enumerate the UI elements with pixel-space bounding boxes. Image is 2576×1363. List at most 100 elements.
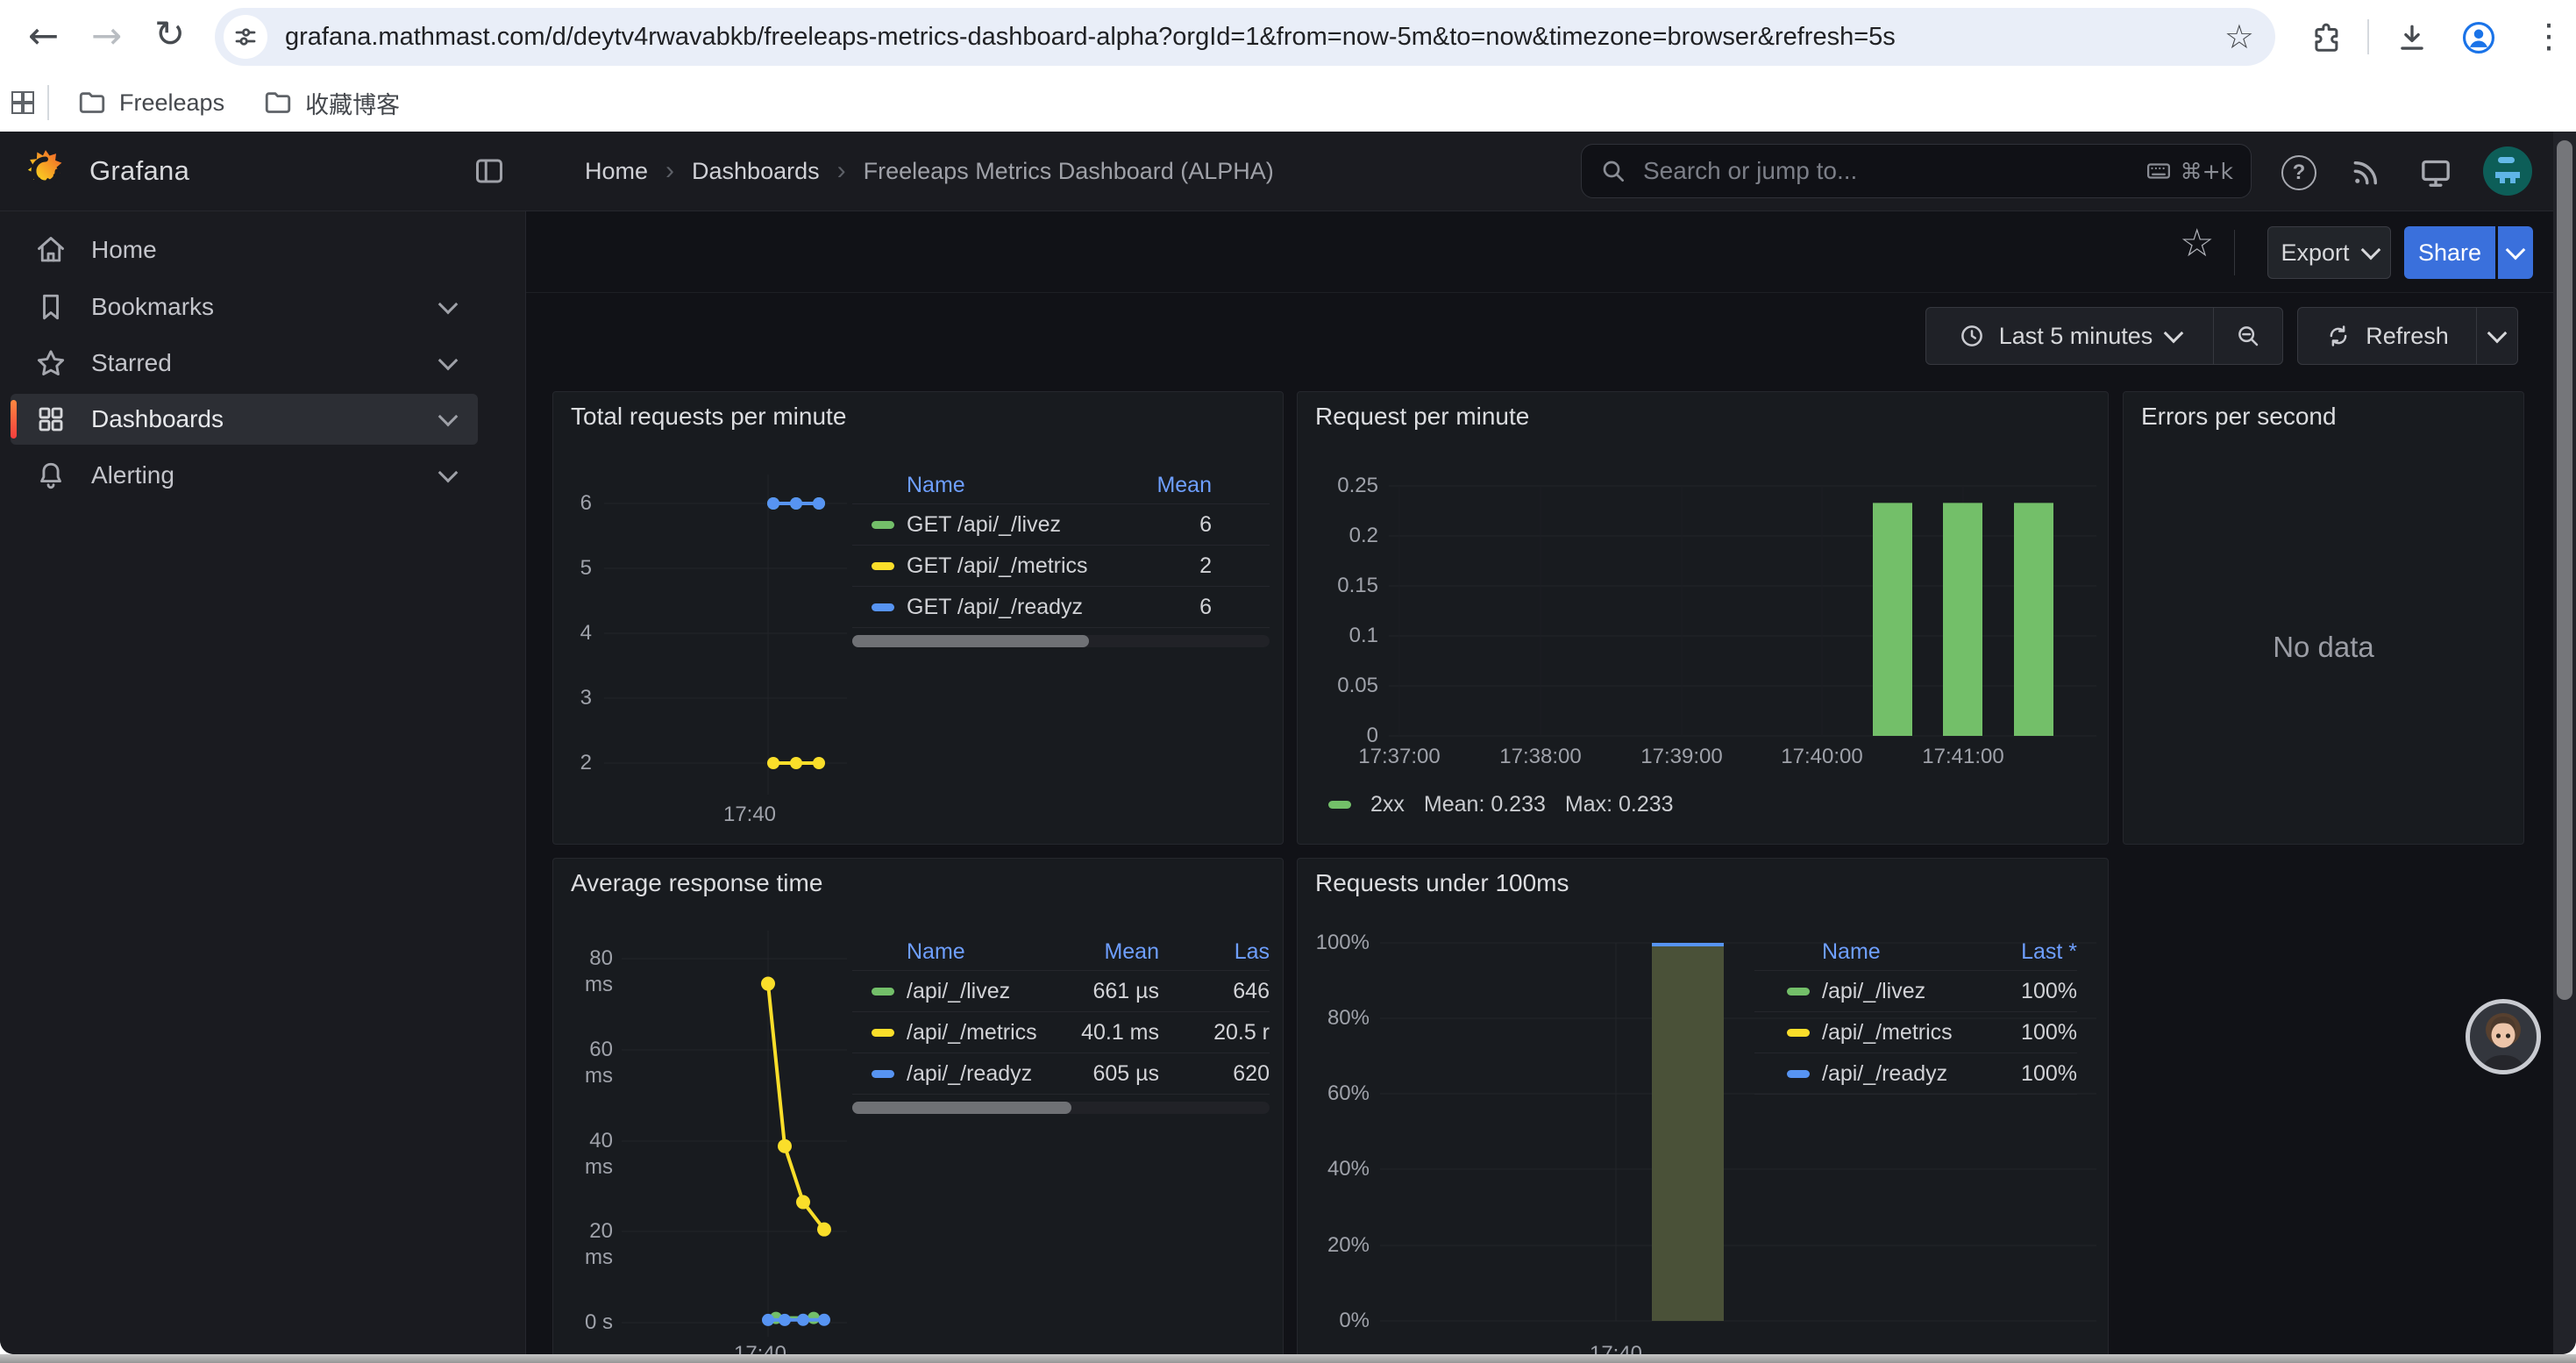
legend-scrollbar[interactable]	[852, 635, 1270, 647]
favorite-dashboard-star-icon[interactable]: ☆	[2180, 221, 2215, 266]
panel-request-per-minute[interactable]: Request per minute 0.25 0.2 0.15 0.1 0.05 0 17…	[1297, 391, 2109, 845]
legend[interactable]: 2xx Mean: 0.233 Max: 0.233	[1328, 792, 1674, 817]
zoom-out-icon	[2238, 326, 2259, 346]
forward-icon[interactable]: →	[91, 14, 123, 57]
share-button[interactable]: Share	[2404, 226, 2495, 279]
time-range-picker[interactable]: Last 5 minutes	[1926, 308, 2213, 364]
chevron-down-icon	[2360, 239, 2380, 260]
refresh-interval-button[interactable]	[2477, 308, 2517, 364]
browser-menu-icon[interactable]: ⋮	[2532, 17, 2565, 55]
series-color-swatch	[872, 1028, 894, 1037]
sidebar-item-alerting[interactable]: Alerting	[11, 450, 478, 501]
panel-title[interactable]: Total requests per minute	[571, 403, 847, 430]
legend-item[interactable]: GET /api/_/livez 6	[852, 504, 1270, 546]
legend-scrollbar[interactable]	[852, 1102, 1270, 1114]
news-rss-icon[interactable]	[2350, 155, 2385, 190]
y-axis-tick-label: 0	[1366, 724, 1378, 747]
assistant-avatar[interactable]	[2465, 998, 2542, 1075]
page-scrollbar[interactable]	[2553, 132, 2576, 1354]
sidebar-item-bookmarks[interactable]: Bookmarks	[11, 282, 478, 332]
legend-item[interactable]: /api/_/readyz 100%	[1754, 1053, 2077, 1095]
legend-value: 100%	[2021, 978, 2077, 1003]
legend-item[interactable]: /api/_/readyz 605 µs 620	[852, 1053, 1270, 1095]
x-axis-tick-label: 17:40	[733, 1342, 787, 1354]
extensions-icon[interactable]	[2309, 21, 2343, 59]
legend-item[interactable]: /api/_/metrics 40.1 ms 20.5 r	[852, 1012, 1270, 1053]
sidebar: Home Bookmarks Starred	[0, 211, 525, 1354]
chevron-down-icon[interactable]	[438, 294, 459, 315]
dock-menu-icon[interactable]	[473, 155, 505, 187]
sidebar-item-dashboards[interactable]: Dashboards	[11, 394, 478, 445]
profile-icon[interactable]	[2460, 19, 2497, 61]
y-axis-tick-label: 20 ms	[585, 1219, 613, 1269]
refresh-icon	[2330, 325, 2347, 346]
zoom-out-button[interactable]	[2214, 308, 2282, 364]
panel-errors-per-second[interactable]: Errors per second No data	[2123, 391, 2524, 845]
chevron-down-icon	[2163, 323, 2184, 344]
actions-divider	[2234, 230, 2235, 275]
page-scrollbar-thumb[interactable]	[2557, 140, 2572, 1000]
legend-value: 20.5 r	[1213, 1019, 1270, 1045]
breadcrumb-current: Freeleaps Metrics Dashboard (ALPHA)	[863, 157, 1274, 184]
legend-item[interactable]: /api/_/livez 661 µs 646	[852, 971, 1270, 1012]
panel-title[interactable]: Average response time	[571, 869, 823, 896]
url-text[interactable]: grafana.mathmast.com/d/deytv4rwavabkb/fr…	[285, 22, 1896, 51]
legend-item[interactable]: /api/_/livez 100%	[1754, 971, 2077, 1012]
grafana-brand[interactable]: Grafana	[89, 155, 190, 186]
breadcrumb-dashboards[interactable]: Dashboards	[692, 157, 820, 184]
bookmark-star-icon[interactable]: ☆	[2224, 18, 2254, 56]
panel-title[interactable]: Request per minute	[1315, 403, 1530, 430]
legend-value: 661 µs	[1092, 978, 1159, 1003]
y-axis-tick-label: 4	[580, 621, 592, 645]
share-menu-button[interactable]	[2498, 226, 2533, 279]
y-axis-tick-label: 0.15	[1337, 574, 1378, 597]
grafana-top-nav: Grafana Home › Dashboards › Freeleaps Me…	[0, 132, 2576, 211]
bookmark-folder-freeleaps[interactable]: Freeleaps	[77, 88, 224, 118]
search-box[interactable]: ⌘+k	[1581, 144, 2252, 198]
grafana-logo[interactable]	[23, 148, 68, 198]
address-bar[interactable]: grafana.mathmast.com/d/deytv4rwavabkb/fr…	[215, 8, 2275, 66]
chevron-down-icon[interactable]	[438, 462, 459, 483]
legend-item[interactable]: /api/_/metrics 100%	[1754, 1012, 2077, 1053]
time-controls: Last 5 minutes	[1925, 307, 2283, 365]
panel-total-requests-per-minute[interactable]: Total requests per minute 6 5 4 3 2 17:40 Name…	[552, 391, 1284, 845]
bookmark-folder-blogs[interactable]: 收藏博客	[263, 86, 400, 120]
bookmarks-divider	[47, 85, 49, 120]
legend-series-name: /api/_/livez	[872, 979, 1049, 1004]
series-color-swatch	[872, 520, 894, 529]
back-icon[interactable]: ←	[28, 14, 60, 57]
site-settings-icon[interactable]	[224, 15, 267, 59]
legend-stat: Max: 0.233	[1564, 792, 1674, 817]
panel-requests-under-100ms[interactable]: Requests under 100ms 100% 80% 60% 40% 20% 0% 1…	[1297, 858, 2109, 1354]
refresh-button[interactable]: Refresh	[2298, 308, 2476, 364]
y-axis-tick-label: 3	[580, 686, 592, 710]
y-axis-tick-label: 0 s	[584, 1310, 613, 1334]
chevron-down-icon[interactable]	[438, 350, 459, 371]
legend-item[interactable]: GET /api/_/readyz 6	[852, 587, 1270, 628]
sidebar-item-home[interactable]: Home	[11, 225, 478, 275]
legend-scrollbar-thumb[interactable]	[852, 635, 1089, 647]
legend-item[interactable]: GET /api/_/metrics 2	[852, 546, 1270, 587]
export-button[interactable]: Export	[2267, 226, 2391, 279]
legend-series-name: /api/_/readyz	[872, 1061, 1049, 1087]
panel-average-response-time[interactable]: Average response time 80 ms 60 ms 40 ms 20 …	[552, 858, 1284, 1354]
breadcrumb: Home › Dashboards › Freeleaps Metrics Da…	[585, 132, 1274, 211]
sidebar-item-starred[interactable]: Starred	[11, 338, 478, 389]
panel-title[interactable]: Errors per second	[2141, 403, 2337, 430]
downloads-icon[interactable]	[2395, 21, 2429, 59]
header-divider	[526, 292, 2576, 293]
legend-series-name: 2xx	[1370, 792, 1405, 817]
screen-icon[interactable]	[2418, 155, 2453, 190]
panel-title[interactable]: Requests under 100ms	[1315, 869, 1569, 896]
dashboards-icon	[35, 403, 67, 435]
breadcrumb-home[interactable]: Home	[585, 157, 649, 184]
help-icon[interactable]: ?	[2281, 155, 2316, 190]
chevron-down-icon[interactable]	[438, 406, 459, 427]
chevron-down-icon	[2505, 239, 2526, 260]
toolbar-divider	[2367, 19, 2369, 54]
search-input[interactable]	[1641, 156, 2145, 186]
user-avatar[interactable]	[2483, 146, 2532, 200]
reload-icon[interactable]: ↻	[154, 12, 186, 55]
legend-scrollbar-thumb[interactable]	[852, 1102, 1071, 1114]
